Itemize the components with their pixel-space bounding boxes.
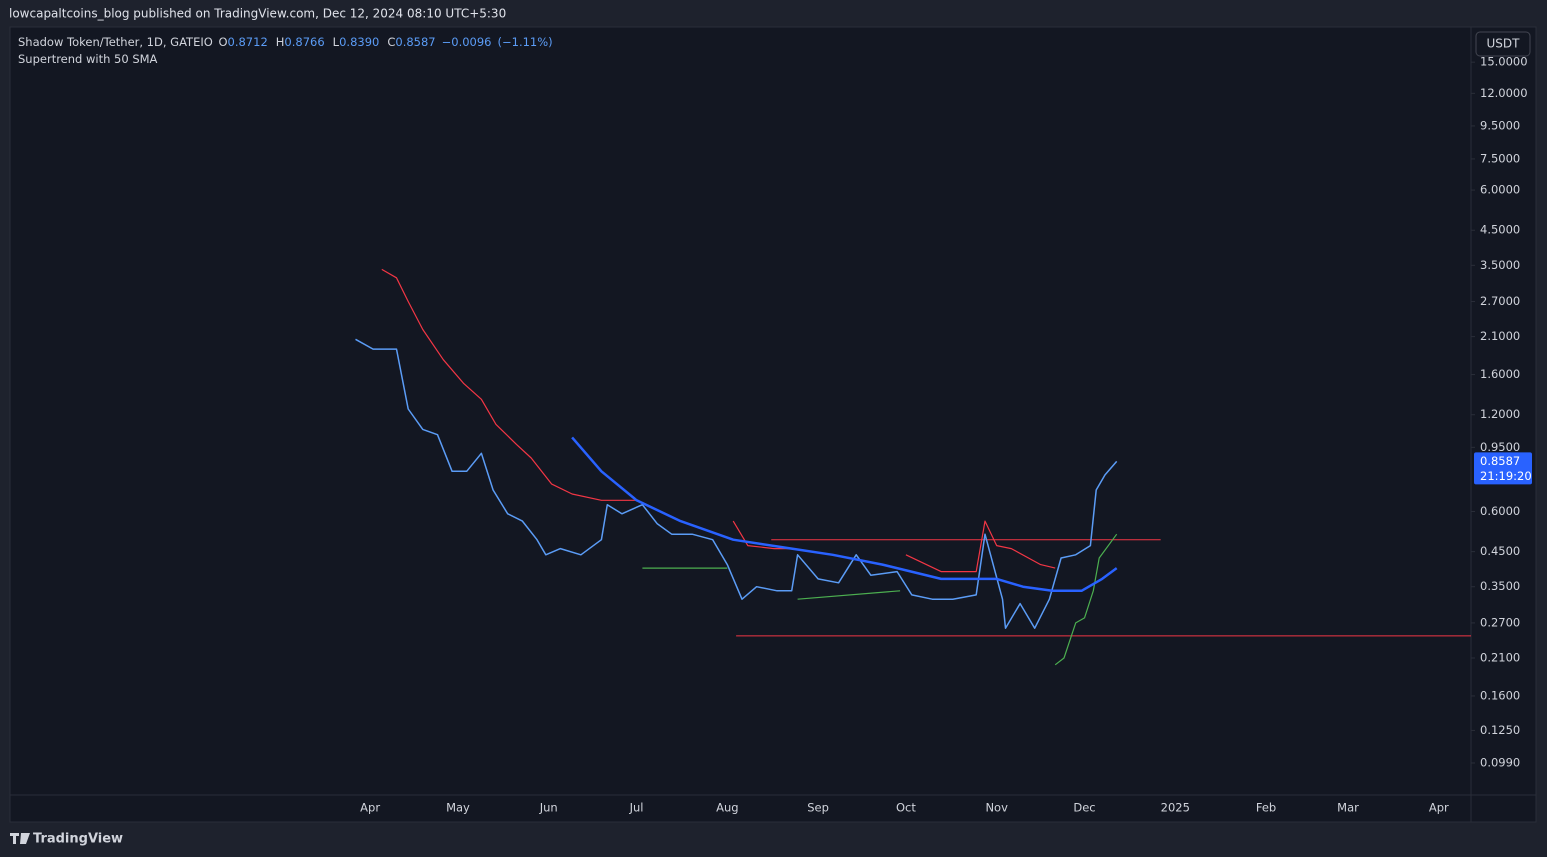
ohlc: O0.8712 H0.8766 L0.8390 C0.8587 — [216, 35, 441, 49]
indicator-line — [571, 436, 1118, 593]
y-tick-label: 6.0000 — [1480, 183, 1520, 197]
x-tick-label: May — [446, 801, 470, 815]
x-tick-label: Jul — [629, 801, 644, 815]
y-tick-label: 0.1600 — [1480, 688, 1520, 702]
ohlc-key: L — [332, 35, 340, 49]
y-tick-label: 0.9500 — [1480, 440, 1520, 454]
y-tick-label: 1.2000 — [1480, 407, 1520, 421]
x-tick-label: Sep — [807, 801, 829, 815]
indicator-line — [642, 533, 1118, 666]
x-tick-label: 2025 — [1161, 801, 1190, 815]
price-tag — [1474, 452, 1532, 485]
y-tick-label: 4.5000 — [1480, 223, 1520, 237]
symbol: Shadow Token/Tether, 1D, GATEIO — [18, 35, 213, 49]
x-tick-label: Mar — [1337, 801, 1359, 815]
y-tick-label: 0.1250 — [1480, 723, 1520, 737]
y-tick-label: 2.1000 — [1480, 329, 1520, 343]
y-tick-label: 0.2100 — [1480, 651, 1520, 665]
y-tick-label: 0.6000 — [1480, 504, 1520, 518]
y-tick-label: 0.2700 — [1480, 615, 1520, 629]
x-tick-label: Aug — [716, 801, 738, 815]
price-line — [355, 338, 1118, 629]
y-tick-label: 0.0990 — [1480, 755, 1520, 769]
ohlc-value: 0.8587 — [395, 35, 436, 49]
x-tick-label: Apr — [360, 801, 380, 815]
currency-button[interactable] — [1475, 31, 1531, 57]
x-tick-label: Jun — [539, 801, 558, 815]
legend: Shadow Token/Tether, 1D, GATEIO O0.8712 H… — [18, 34, 559, 68]
header: lowcapaltcoins_blog published on Trading… — [9, 7, 506, 21]
ohlc-value: 0.8766 — [284, 35, 325, 49]
ohlc-value: 0.8390 — [339, 35, 380, 49]
y-tick-label: 7.5000 — [1480, 151, 1520, 165]
chart-panel — [9, 26, 1537, 823]
y-tick-label: 1.6000 — [1480, 367, 1520, 381]
y-tick-label: 0.3500 — [1480, 579, 1520, 593]
price-tag-value: 0.8587 — [1480, 454, 1520, 468]
ohlc-key: O — [218, 35, 228, 49]
change-pct: (−1.11%) — [497, 35, 553, 49]
y-tick-label: 3.5000 — [1480, 258, 1520, 272]
y-tick-label: 12.0000 — [1480, 86, 1528, 100]
y-tick-label: 2.7000 — [1480, 294, 1520, 308]
logo-icon — [10, 833, 30, 844]
currency[interactable]: USDT — [1487, 37, 1521, 51]
legend-row: Shadow Token/Tether, 1D, GATEIO O0.8712 H… — [18, 34, 559, 51]
ohlc-key: C — [387, 35, 396, 49]
indicator: Supertrend with 50 SMA — [18, 52, 158, 66]
plot — [355, 268, 1471, 666]
x-tick-label: Nov — [985, 801, 1008, 815]
ohlc-value: 0.8712 — [227, 35, 268, 49]
ohlc-key: H — [275, 35, 285, 49]
x-tick-label: Apr — [1429, 801, 1449, 815]
indicator-line — [381, 268, 1056, 573]
countdown: 21:19:20 — [1480, 469, 1532, 483]
y-tick-label: 0.4500 — [1480, 544, 1520, 558]
y-tick-label: 15.0000 — [1480, 55, 1528, 69]
x-tick-label: Feb — [1256, 801, 1276, 815]
change: −0.0096 — [441, 35, 492, 49]
y-tick-label: 9.5000 — [1480, 118, 1520, 132]
x-tick-label: Oct — [896, 801, 916, 815]
x-tick-label: Dec — [1073, 801, 1095, 815]
footer-logo: TradingView — [33, 832, 123, 847]
